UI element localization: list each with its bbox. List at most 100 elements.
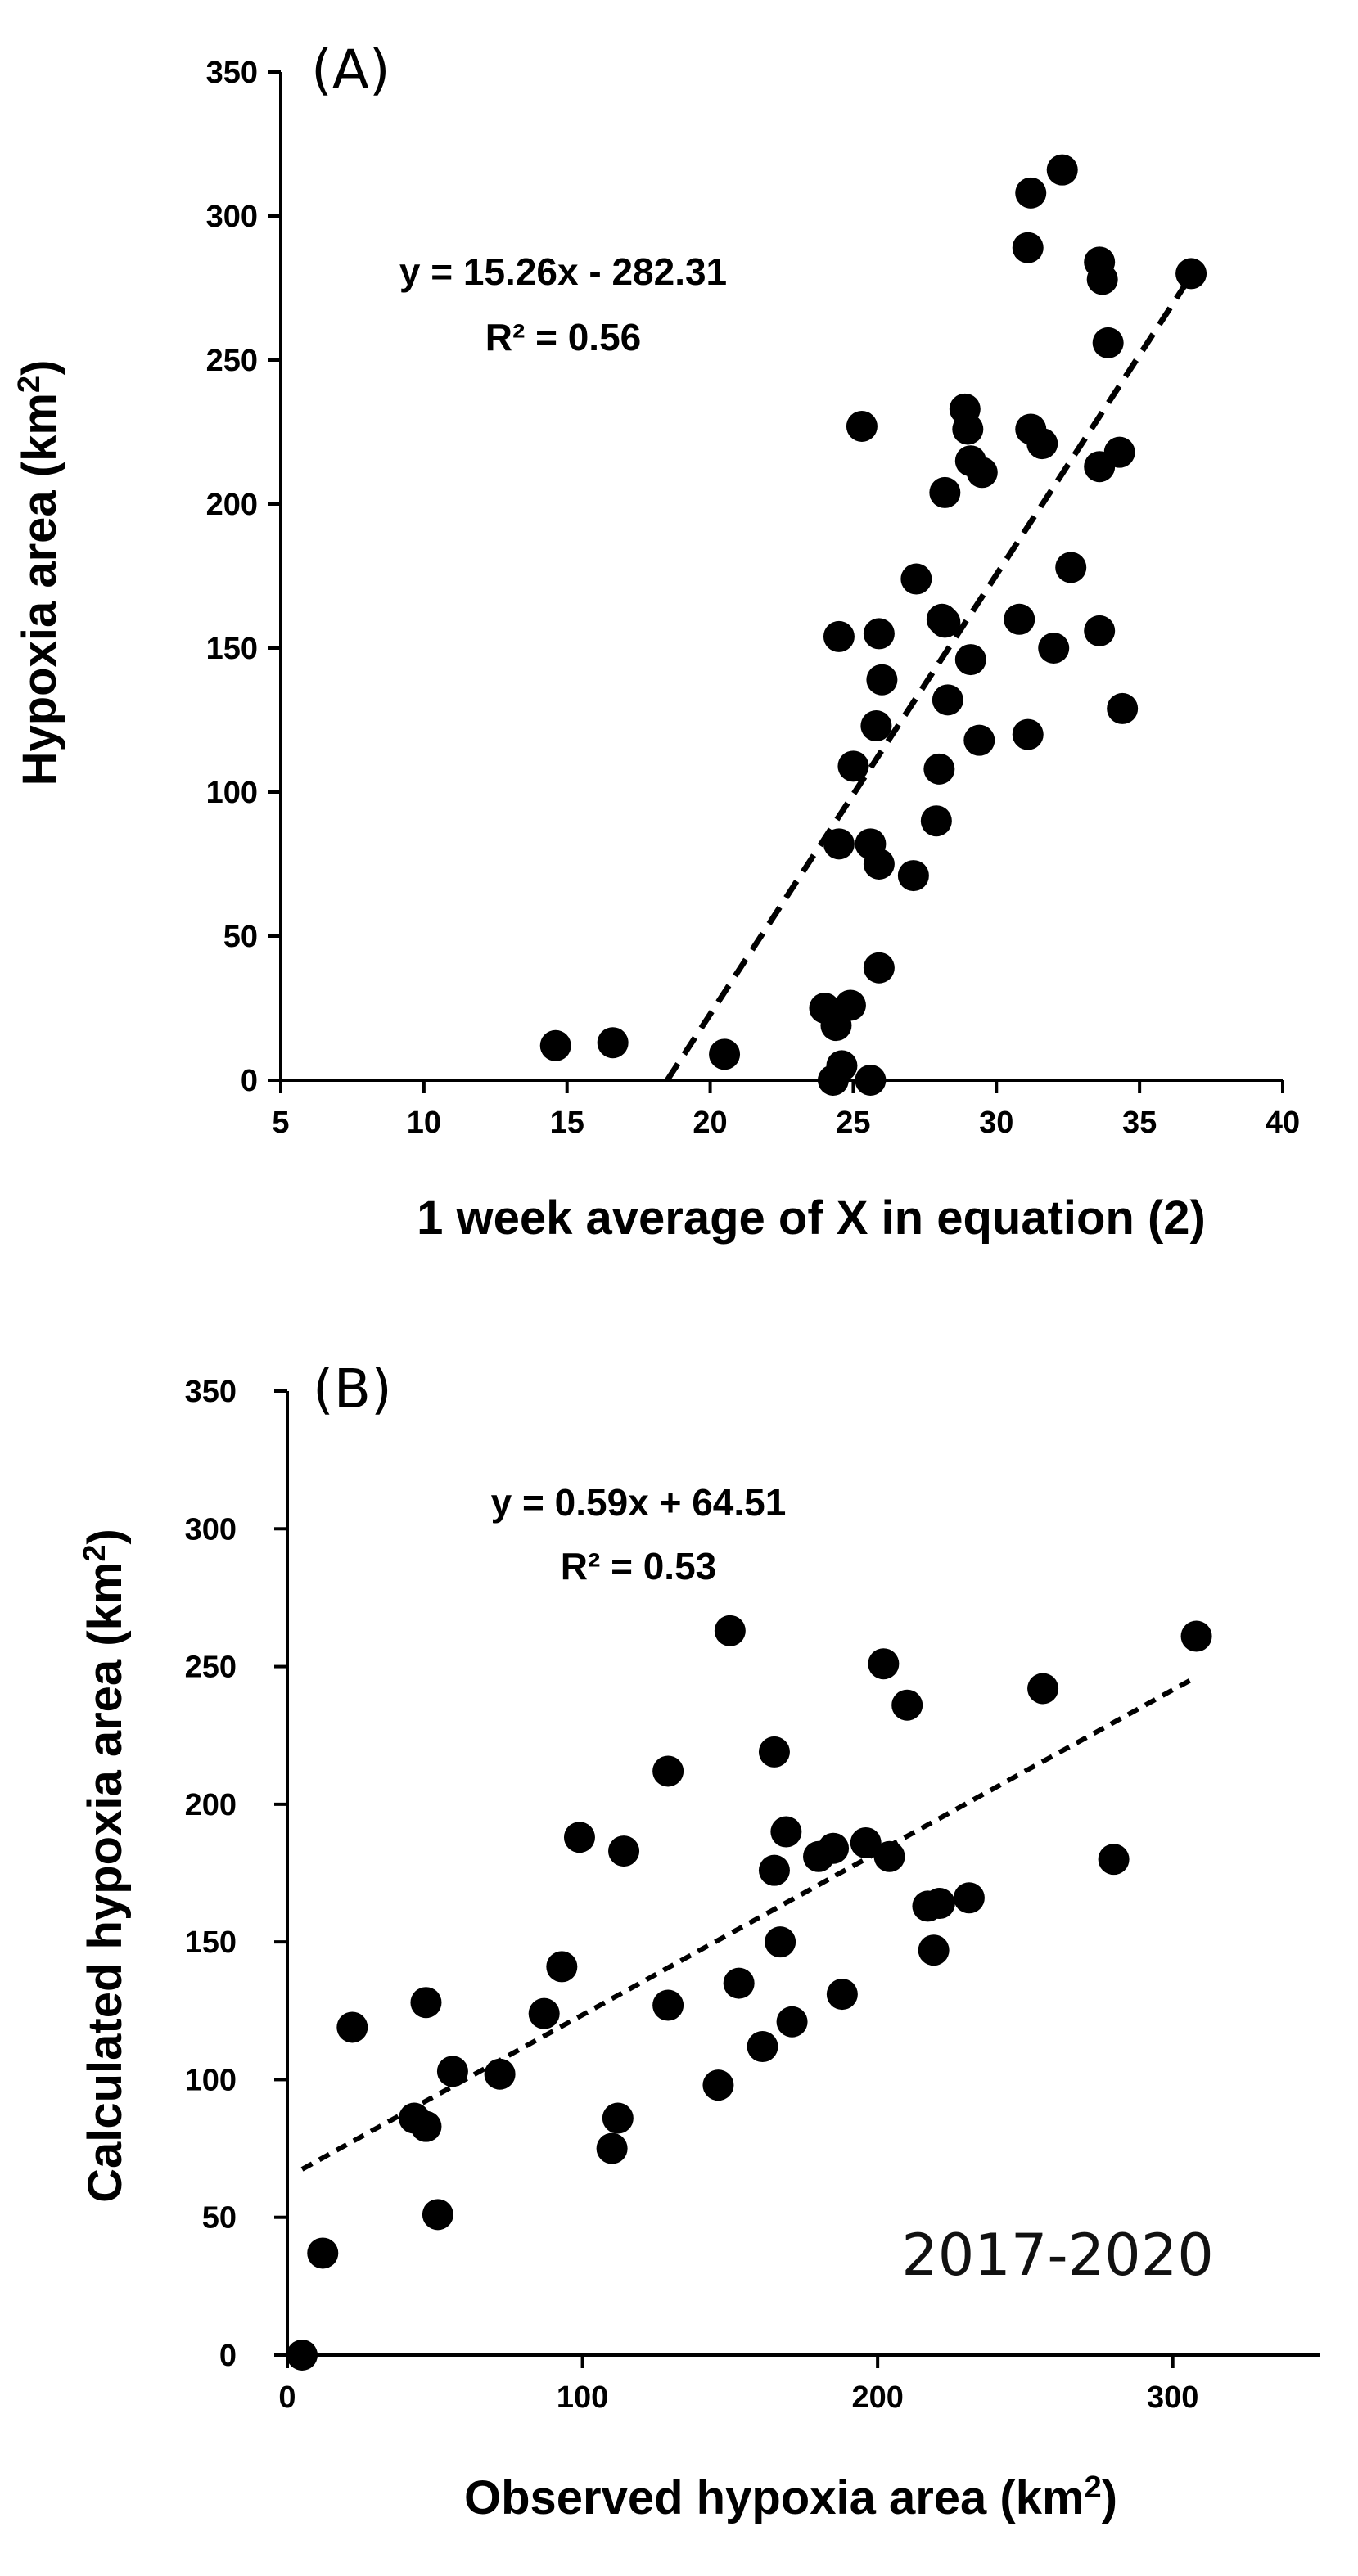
data-point xyxy=(868,1648,900,1680)
x-tick-label: 15 xyxy=(550,1106,584,1140)
data-point xyxy=(1107,692,1139,724)
data-point xyxy=(286,2340,318,2371)
data-point xyxy=(652,1989,684,2021)
y-tick-label: 350 xyxy=(185,1375,237,1409)
y-tick-label: 300 xyxy=(206,200,258,234)
data-point xyxy=(818,1832,850,1864)
x-tick-label: 100 xyxy=(557,2380,608,2415)
data-point xyxy=(1175,258,1207,290)
y-tick-label: 0 xyxy=(241,1064,258,1098)
data-point xyxy=(873,1840,905,1872)
y-tick-label: 200 xyxy=(206,488,258,522)
y-tick-label: 0 xyxy=(219,2339,237,2373)
data-point xyxy=(929,606,961,638)
data-point xyxy=(563,1822,595,1853)
data-point xyxy=(920,805,952,837)
data-point xyxy=(834,989,866,1021)
data-point xyxy=(846,410,878,442)
x-axis-label: 1 week average of X in equation (2) xyxy=(417,1191,1206,1245)
data-point xyxy=(422,2199,453,2231)
data-point xyxy=(952,413,984,445)
data-point xyxy=(897,860,929,892)
data-point xyxy=(596,2132,628,2164)
data-point xyxy=(436,2056,468,2087)
data-point xyxy=(546,1951,578,1983)
data-point xyxy=(1012,718,1044,750)
data-point xyxy=(410,1987,442,2019)
data-point xyxy=(702,2069,734,2101)
data-point xyxy=(1055,552,1087,583)
y-tick-label: 50 xyxy=(223,920,258,954)
data-point xyxy=(1086,263,1118,295)
data-point xyxy=(932,684,963,716)
data-point xyxy=(714,1615,746,1646)
x-tick-label: 40 xyxy=(1266,1106,1300,1140)
panel-b: 0 50 100 150 200 250 300 350 0 100 200 300 Observed … xyxy=(78,1358,1320,2524)
data-point xyxy=(863,849,895,880)
data-point xyxy=(850,1826,882,1858)
data-point xyxy=(723,1967,755,1999)
data-point xyxy=(758,1854,790,1886)
data-point xyxy=(608,1835,640,1867)
data-point xyxy=(866,664,898,696)
data-point xyxy=(410,2110,442,2142)
x-tick-label: 20 xyxy=(693,1106,727,1140)
data-point xyxy=(855,1065,887,1096)
data-point xyxy=(1038,633,1070,664)
y-tick-label: 150 xyxy=(185,1925,237,1960)
x-tick-label: 30 xyxy=(979,1106,1013,1140)
panel-a: 0 50 100 150 200 250 300 350 5 10 15 20 25 30 35 40 1 we… xyxy=(12,38,1300,1245)
y-tick-label: 250 xyxy=(206,344,258,378)
data-point xyxy=(918,1934,950,1966)
data-point xyxy=(1084,615,1116,646)
y-tick-label: 300 xyxy=(185,1512,237,1547)
data-point xyxy=(1027,1673,1059,1705)
data-point xyxy=(1046,154,1078,186)
data-point xyxy=(602,2102,634,2134)
data-point xyxy=(652,1755,684,1787)
data-point xyxy=(484,2058,516,2090)
r-squared-label: R² = 0.56 xyxy=(485,316,642,358)
y-tick-label: 250 xyxy=(185,1651,237,1685)
data-point xyxy=(823,828,855,860)
data-point xyxy=(709,1038,741,1070)
data-point xyxy=(1015,177,1047,209)
data-point xyxy=(953,1882,985,1914)
x-tick-label: 10 xyxy=(407,1106,441,1140)
data-point xyxy=(923,753,955,785)
x-tick-label: 0 xyxy=(278,2380,296,2415)
data-point xyxy=(539,1029,571,1061)
equation-label: y = 0.59x + 64.51 xyxy=(491,1481,787,1524)
y-tick-label: 150 xyxy=(206,632,258,666)
x-tick-label: 5 xyxy=(272,1106,289,1140)
y-tick-label: 200 xyxy=(185,1788,237,1822)
data-point xyxy=(1012,232,1044,263)
data-point xyxy=(954,644,986,676)
trendline xyxy=(665,274,1194,1082)
y-tick-label: 100 xyxy=(185,2063,237,2097)
data-point xyxy=(758,1736,790,1768)
y-axis-label: Calculated hypoxia area (km2) xyxy=(78,1529,132,2203)
x-tick-label: 300 xyxy=(1147,2380,1198,2415)
data-point xyxy=(860,710,892,742)
data-point xyxy=(1098,1844,1130,1876)
y-tick-label: 100 xyxy=(206,776,258,810)
data-point xyxy=(966,457,998,489)
data-point xyxy=(770,1816,802,1848)
x-tick-label: 25 xyxy=(836,1106,870,1140)
y-tick-label: 350 xyxy=(206,56,258,90)
r-squared-label: R² = 0.53 xyxy=(561,1545,717,1587)
data-point xyxy=(823,620,855,652)
data-point xyxy=(528,1997,560,2029)
data-point xyxy=(863,952,895,984)
panel-label: (B) xyxy=(313,1358,392,1421)
y-tick-label: 50 xyxy=(202,2201,237,2236)
trendline xyxy=(300,1674,1198,2172)
data-point xyxy=(1180,1620,1212,1652)
x-tick-label: 35 xyxy=(1122,1106,1157,1140)
data-point xyxy=(923,1888,955,1920)
data-point xyxy=(863,618,895,650)
x-axis-label: Observed hypoxia area (km2) xyxy=(464,2470,1117,2524)
data-point xyxy=(891,1689,923,1721)
